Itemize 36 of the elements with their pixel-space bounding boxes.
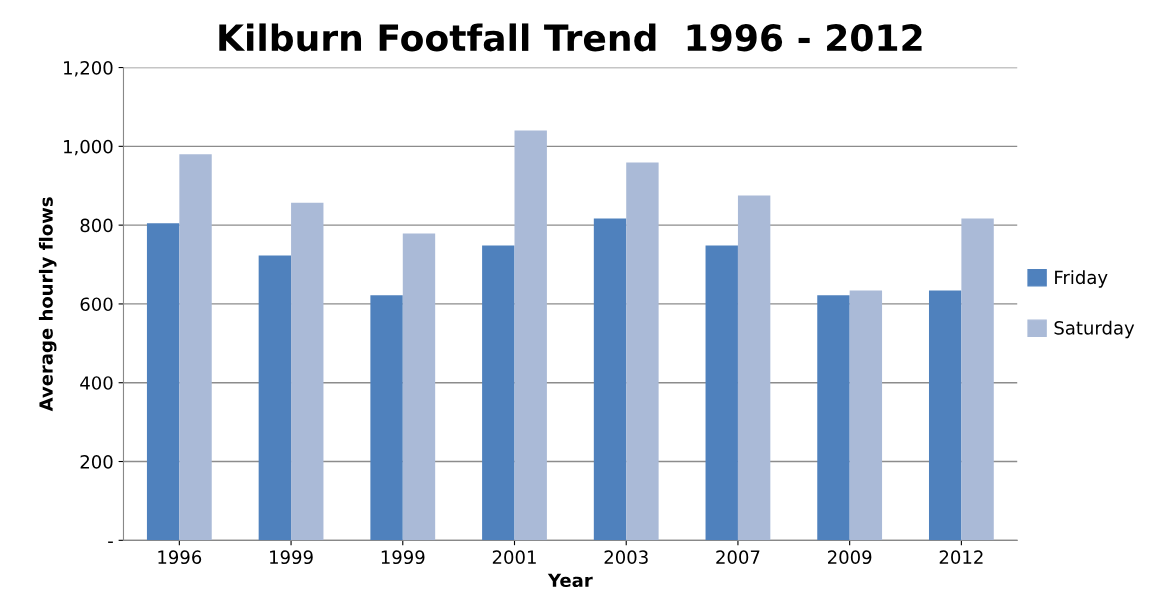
bar: [291, 202, 324, 541]
y-tick-label: 400: [80, 376, 113, 390]
bar: [402, 233, 436, 541]
x-axis-title: Year: [547, 573, 593, 588]
x-tick-label: 2003: [604, 550, 648, 565]
legend-label: Friday: [1055, 270, 1108, 288]
x-tick-label: 1996: [158, 550, 202, 565]
x-tick-label: 1999: [381, 550, 425, 565]
legend-label: Saturday: [1054, 320, 1135, 339]
y-tick-label: 1,000: [64, 139, 113, 156]
bar: [961, 218, 994, 541]
y-tick-label: 800: [80, 218, 113, 233]
bar: [258, 255, 292, 541]
bar: [737, 195, 771, 541]
x-tick-label: 1999: [270, 550, 313, 565]
bar: [705, 245, 738, 541]
y-tick-label: -: [108, 541, 113, 543]
bar: [370, 295, 403, 541]
bar: [593, 218, 627, 541]
bar: [849, 290, 883, 541]
x-tick-label: 2009: [828, 550, 872, 565]
x-tick-label: 2012: [939, 550, 983, 565]
bar: [626, 162, 659, 541]
chart-title: Kilburn Footfall Trend 1996 - 2012: [219, 23, 922, 52]
x-tick-label: 2001: [492, 550, 536, 565]
bar: [817, 295, 850, 541]
y-tick-label: 200: [80, 454, 113, 469]
bar: [928, 290, 962, 541]
bar: [482, 245, 515, 541]
x-tick-label: 2007: [716, 550, 760, 565]
y-tick-label: 1,200: [64, 61, 113, 77]
y-tick-label: 600: [80, 297, 113, 312]
bar: [179, 154, 212, 541]
bar: [514, 130, 547, 541]
y-axis-title: Average hourly flows: [38, 197, 57, 412]
bar: [146, 223, 180, 541]
